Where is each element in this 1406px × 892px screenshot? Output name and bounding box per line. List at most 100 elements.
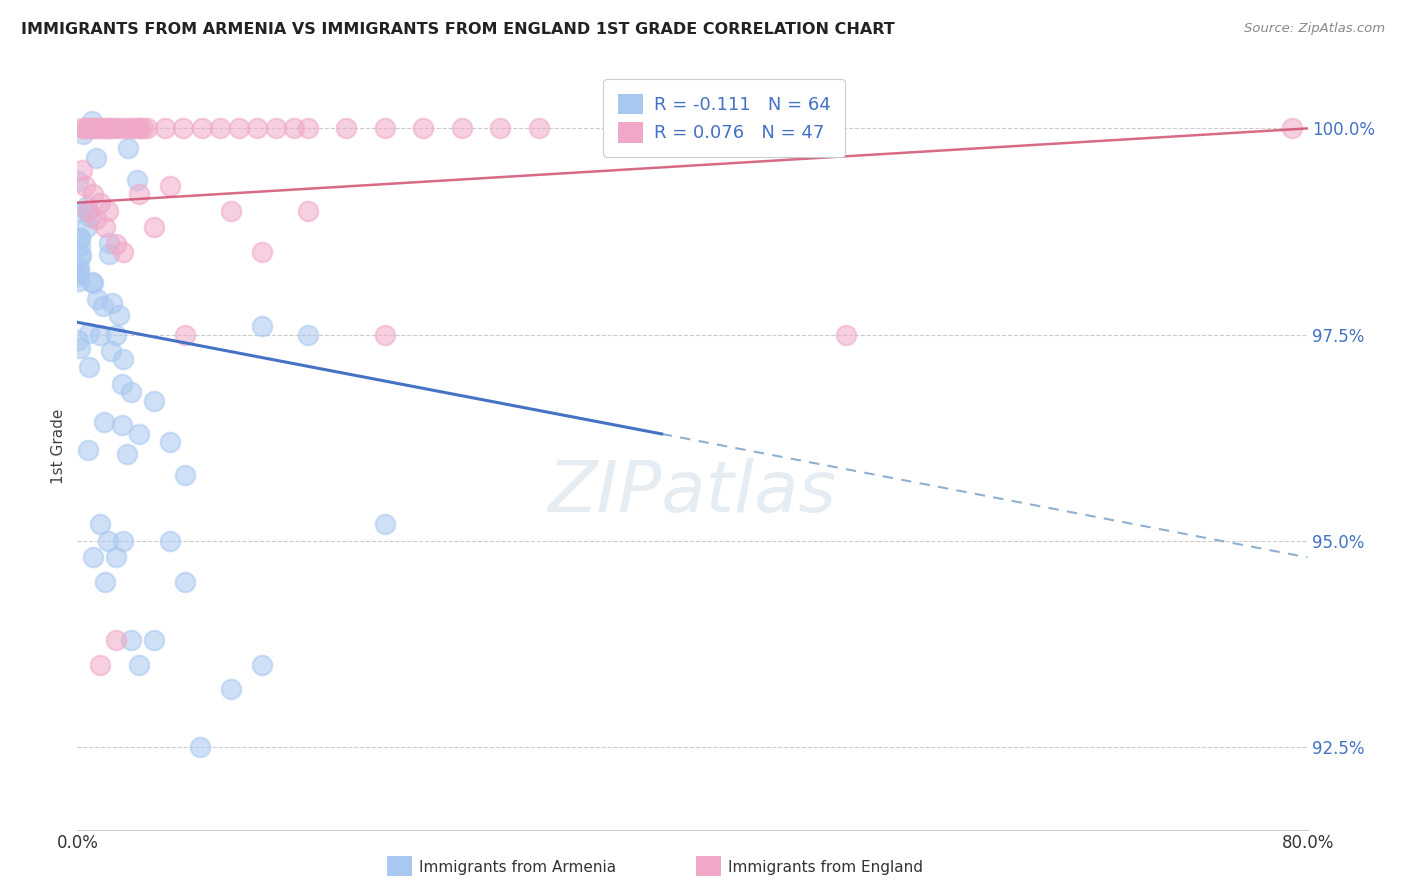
- Point: [73, 121, 96, 136]
- Point: [104, 327, 127, 342]
- Point: [374, 517, 396, 532]
- Point: [96, 121, 118, 136]
- Point: [66, 266, 89, 280]
- Point: [100, 121, 122, 136]
- Point: [374, 121, 396, 136]
- Point: [112, 245, 135, 260]
- Point: [112, 352, 135, 367]
- Point: [94, 220, 117, 235]
- Point: [79, 360, 101, 375]
- Point: [98, 121, 121, 136]
- Point: [89, 121, 111, 136]
- Point: [77, 443, 100, 458]
- Point: [66, 268, 89, 283]
- Point: [283, 121, 305, 136]
- Point: [69, 341, 91, 355]
- Point: [122, 121, 145, 136]
- Point: [70, 162, 93, 177]
- Point: [67, 261, 90, 276]
- Point: [86, 293, 108, 307]
- Point: [100, 344, 122, 359]
- Point: [91, 299, 114, 313]
- Point: [104, 121, 127, 136]
- Point: [69, 231, 91, 245]
- Text: IMMIGRANTS FROM ARMENIA VS IMMIGRANTS FROM ENGLAND 1ST GRADE CORRELATION CHART: IMMIGRANTS FROM ARMENIA VS IMMIGRANTS FR…: [21, 22, 894, 37]
- Point: [250, 657, 273, 672]
- Point: [228, 121, 250, 136]
- Point: [209, 121, 232, 136]
- Point: [69, 250, 91, 264]
- Point: [153, 121, 176, 136]
- Point: [89, 657, 111, 672]
- Point: [527, 121, 550, 136]
- Point: [67, 333, 90, 347]
- Point: [104, 236, 127, 251]
- Point: [297, 121, 319, 136]
- Point: [66, 174, 89, 188]
- Point: [143, 632, 166, 647]
- Point: [188, 740, 212, 755]
- Point: [77, 326, 100, 340]
- Point: [250, 245, 273, 260]
- Point: [77, 121, 100, 136]
- Point: [69, 238, 91, 252]
- Point: [82, 187, 104, 202]
- Point: [159, 179, 181, 194]
- Text: Immigrants from Armenia: Immigrants from Armenia: [419, 860, 616, 874]
- Text: Source: ZipAtlas.com: Source: ZipAtlas.com: [1244, 22, 1385, 36]
- Point: [80, 121, 103, 136]
- Point: [412, 121, 434, 136]
- Point: [118, 121, 141, 136]
- Point: [159, 533, 181, 548]
- Point: [172, 121, 194, 136]
- Point: [219, 203, 242, 218]
- Point: [117, 141, 139, 155]
- Point: [76, 199, 98, 213]
- Point: [67, 274, 90, 288]
- Point: [111, 418, 134, 433]
- Point: [159, 434, 181, 449]
- Point: [174, 575, 197, 590]
- Point: [297, 327, 319, 342]
- Point: [132, 121, 155, 136]
- Point: [67, 204, 90, 219]
- Point: [835, 327, 858, 342]
- Point: [111, 376, 134, 391]
- Point: [1281, 121, 1303, 136]
- Point: [450, 121, 472, 136]
- Point: [110, 121, 132, 136]
- Point: [174, 467, 197, 482]
- Text: Immigrants from England: Immigrants from England: [728, 860, 924, 874]
- Point: [73, 179, 96, 194]
- Point: [70, 121, 93, 136]
- Point: [80, 113, 103, 128]
- Point: [69, 231, 91, 245]
- Point: [93, 415, 115, 429]
- Point: [69, 248, 91, 262]
- Point: [143, 393, 166, 408]
- Point: [335, 121, 357, 136]
- Point: [112, 533, 135, 548]
- Point: [93, 121, 115, 136]
- Point: [76, 205, 98, 219]
- Point: [128, 121, 150, 136]
- Point: [89, 517, 111, 532]
- Point: [191, 121, 214, 136]
- Point: [264, 121, 287, 136]
- Point: [86, 121, 108, 136]
- Point: [82, 276, 104, 290]
- Point: [77, 203, 100, 218]
- Point: [104, 632, 127, 647]
- Point: [128, 657, 150, 672]
- Point: [246, 121, 269, 136]
- Point: [108, 308, 131, 322]
- Point: [114, 121, 136, 136]
- Point: [76, 219, 98, 234]
- Point: [89, 195, 111, 210]
- Point: [104, 550, 127, 565]
- Point: [219, 682, 242, 697]
- Point: [94, 575, 117, 590]
- Point: [98, 247, 121, 261]
- Point: [135, 121, 157, 136]
- Point: [297, 203, 319, 218]
